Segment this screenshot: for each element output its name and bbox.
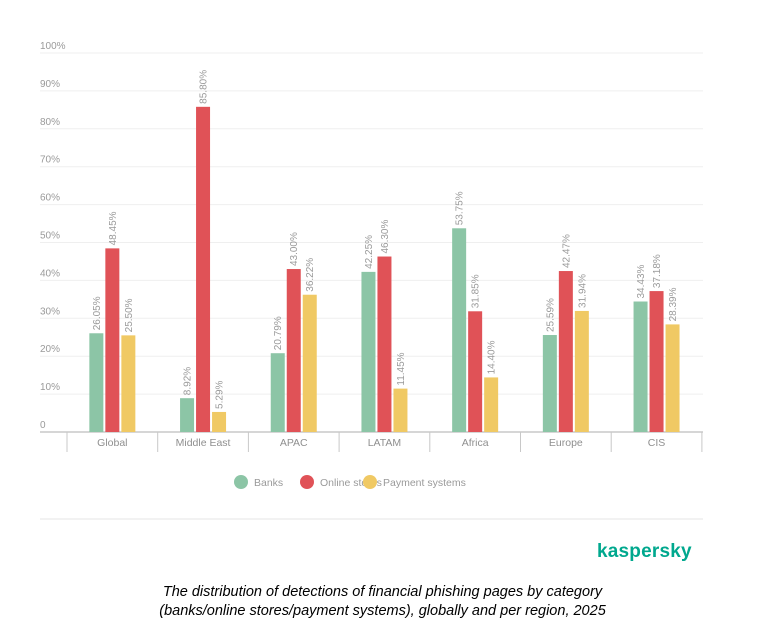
data-label: 8.92%	[183, 367, 194, 395]
bar-payment-systems	[212, 411, 227, 432]
y-tick-label: 80%	[40, 117, 60, 128]
bar-online-stores	[286, 269, 301, 432]
caption-line-1: The distribution of detections of financ…	[162, 584, 603, 600]
y-tick-label: 70%	[40, 155, 60, 166]
data-label: 14.40%	[487, 340, 498, 374]
data-label: 34.43%	[636, 264, 647, 298]
y-tick-label: 0	[40, 420, 46, 431]
bar-online-stores	[558, 271, 573, 432]
data-label: 31.94%	[577, 274, 588, 308]
bar-online-stores	[468, 311, 483, 432]
category-label: LATAM	[368, 437, 401, 449]
y-tick-label: 90%	[40, 79, 60, 90]
bar-banks	[633, 301, 648, 432]
data-label: 37.18%	[652, 254, 663, 288]
bar-banks	[270, 353, 285, 432]
category-label: APAC	[280, 437, 308, 449]
bar-payment-systems	[484, 377, 499, 432]
category-label: Africa	[462, 437, 489, 449]
legend-swatch	[234, 475, 248, 489]
bar-online-stores	[105, 248, 120, 432]
data-label: 46.30%	[380, 219, 391, 253]
data-label: 20.79%	[273, 316, 284, 350]
y-tick-label: 100%	[40, 41, 66, 52]
bar-chart: 0 10% 20% 30% 40% 50% 60% 70% 80% 90% 100% Global 26…	[40, 41, 703, 520]
bar-payment-systems	[121, 335, 136, 432]
category-label: Global	[97, 437, 127, 449]
data-label: 5.29%	[215, 380, 226, 408]
data-label: 25.59%	[545, 298, 556, 332]
data-label: 43.00%	[289, 232, 300, 266]
y-tick-label: 30%	[40, 306, 60, 317]
data-label: 28.39%	[668, 287, 679, 321]
bar-payment-systems	[393, 388, 408, 432]
data-label: 42.47%	[561, 234, 572, 268]
category-label: Europe	[549, 437, 583, 449]
y-tick-label: 50%	[40, 231, 60, 242]
bar-banks	[89, 333, 104, 432]
data-label: 85.80%	[199, 70, 210, 104]
legend-swatch	[363, 475, 377, 489]
y-tick-label: 20%	[40, 344, 60, 355]
y-tick-label: 60%	[40, 193, 60, 204]
data-label: 11.45%	[396, 352, 407, 385]
data-label: 25.50%	[124, 298, 135, 332]
bar-banks	[180, 398, 195, 432]
data-label: 42.25%	[364, 235, 375, 269]
data-label: 48.45%	[108, 211, 119, 245]
caption-line-2: (banks/online stores/payment systems), g…	[159, 603, 606, 619]
bar-online-stores	[377, 256, 392, 432]
bar-payment-systems	[665, 324, 680, 432]
legend-label: Banks	[254, 477, 283, 489]
kaspersky-logo: kaspersky	[597, 541, 692, 562]
legend-swatch	[300, 475, 314, 489]
y-tick-label: 40%	[40, 268, 60, 279]
data-label: 36.22%	[305, 258, 316, 292]
bar-payment-systems	[302, 294, 317, 432]
bar-online-stores	[196, 106, 211, 433]
data-label: 53.75%	[455, 191, 466, 225]
y-tick-label: 10%	[40, 382, 60, 393]
bar-online-stores	[649, 291, 664, 432]
bar-banks	[452, 228, 467, 432]
data-label: 31.85%	[471, 274, 482, 308]
bar-banks	[361, 271, 376, 432]
figure-caption: The distribution of detections of financ…	[0, 583, 765, 621]
bar-payment-systems	[574, 310, 589, 432]
data-label: 26.05%	[92, 296, 103, 330]
bar-banks	[542, 335, 557, 432]
category-label: CIS	[648, 437, 666, 449]
category-label: Middle East	[176, 437, 231, 449]
legend-label: Payment systems	[383, 477, 466, 489]
